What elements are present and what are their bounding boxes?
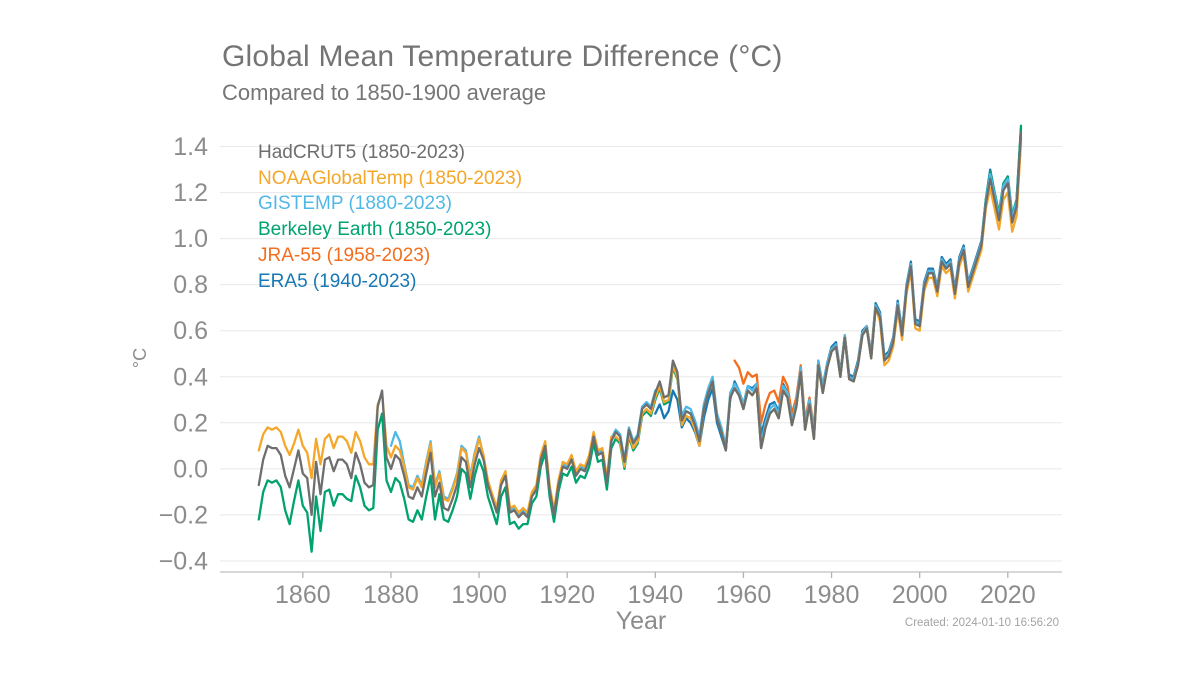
y-tick-label: 1.0 (173, 225, 208, 253)
x-tick-label: 1880 (363, 581, 419, 609)
x-tick-label: 1920 (539, 581, 595, 609)
y-tick-label: −0.2 (159, 501, 208, 529)
x-tick-label: 1940 (628, 581, 684, 609)
legend-item-era5: ERA5 (1940-2023) (258, 270, 417, 292)
x-axis-ticks: 1860 1880 1900 1920 1940 1960 1980 2000 2020 (275, 572, 1036, 609)
y-tick-label: 0.0 (173, 455, 208, 483)
x-tick-label: 1900 (451, 581, 507, 609)
legend-item-jra-55: JRA-55 (1958-2023) (258, 244, 431, 266)
y-tick-label: 0.2 (173, 409, 208, 437)
title-block: Global Mean Temperature Difference (°C) … (222, 38, 783, 106)
legend-item-gistemp: GISTEMP (1880-2023) (258, 193, 452, 215)
series-lines (257, 124, 1023, 553)
y-axis-title: °C (130, 348, 150, 368)
y-tick-label: 1.2 (173, 179, 208, 207)
x-tick-label: 1860 (275, 581, 331, 609)
x-tick-label: 2020 (980, 581, 1036, 609)
x-tick-label: 2000 (892, 581, 948, 609)
legend-item-noaaglobaltemp: NOAAGlobalTemp (1850-2023) (258, 167, 523, 189)
y-tick-label: 0.8 (173, 271, 208, 299)
chart-line-era5 (654, 126, 1023, 452)
legend-item-hadcrut5: HadCRUT5 (1850-2023) (258, 142, 465, 163)
y-axis-labels: 1.4 1.2 1.0 0.8 0.6 0.4 0.2 0.0 −0.2 −0.4 (159, 133, 208, 575)
chart-subtitle: Compared to 1850-1900 average (222, 80, 547, 105)
gridlines (220, 146, 1062, 562)
legend-item-berkeley-earth: Berkeley Earth (1850-2023) (258, 219, 492, 241)
chart-line-hadcrut5 (257, 131, 1023, 519)
y-tick-label: 0.6 (173, 317, 208, 345)
chart-legend: HadCRUT5 (1850-2023) NOAAGlobalTemp (1850… (258, 140, 522, 294)
y-tick-label: 1.4 (173, 133, 208, 161)
chart-title: Global Mean Temperature Difference (°C) (222, 40, 783, 73)
y-tick-label: 0.4 (173, 363, 208, 391)
created-timestamp: Created: 2024-01-10 16:56:20 (904, 617, 1059, 629)
x-tick-label: 1980 (804, 581, 860, 609)
x-axis-title: Year (616, 607, 667, 635)
y-tick-label: −0.4 (159, 547, 208, 575)
x-tick-label: 1960 (716, 581, 772, 609)
